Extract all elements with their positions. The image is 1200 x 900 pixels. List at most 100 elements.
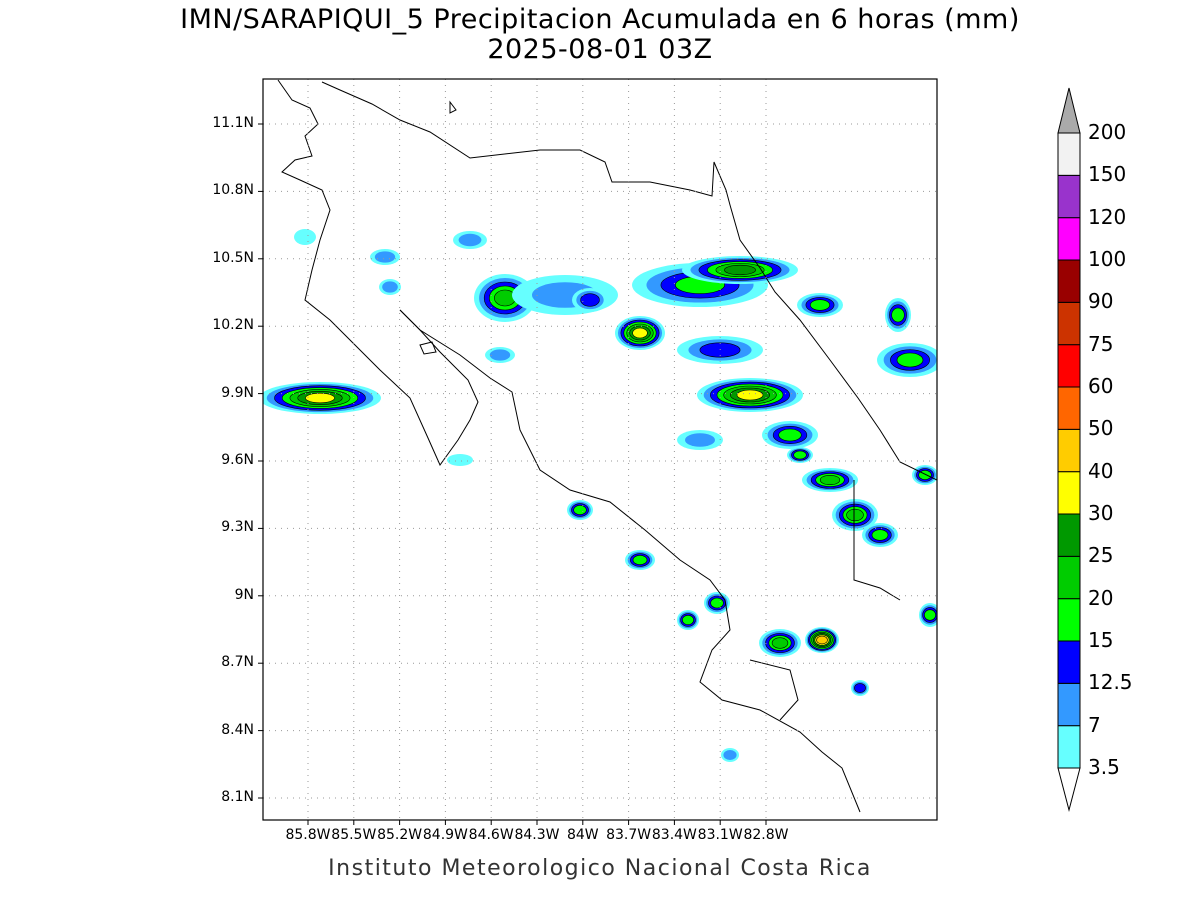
lon-tick-label: 84.9W bbox=[422, 827, 468, 843]
rain-contour-level-2 bbox=[854, 683, 866, 693]
lat-tick-label: 9.3N bbox=[221, 519, 254, 536]
colorbar-swatch bbox=[1057, 217, 1081, 261]
rain-contour-level-3 bbox=[924, 609, 936, 621]
colorbar-label: 150 bbox=[1088, 162, 1127, 187]
lat-tick-label: 10.2N bbox=[212, 317, 254, 334]
rain-contour-level-3 bbox=[810, 299, 830, 311]
colorbar-label: 200 bbox=[1088, 120, 1127, 144]
lon-tick-label: 84.3W bbox=[514, 827, 560, 843]
colorbar-under-triangle bbox=[1057, 767, 1081, 812]
colorbar-label: 3.5 bbox=[1088, 755, 1120, 779]
colorbar-swatch bbox=[1057, 344, 1081, 388]
lon-tick-label: 85.8W bbox=[285, 827, 331, 843]
rain-contour-level-1 bbox=[374, 251, 396, 263]
rain-contour-level-1 bbox=[382, 281, 398, 293]
rain-contour-level-6 bbox=[632, 327, 648, 339]
lat-tick-label: 9N bbox=[234, 586, 254, 603]
colorbar-over-triangle bbox=[1057, 87, 1081, 134]
colorbar-label: 60 bbox=[1088, 374, 1114, 398]
colorbar-label: 90 bbox=[1088, 289, 1114, 314]
lon-tick-label: 83.4W bbox=[651, 827, 697, 843]
rain-contour-level-3 bbox=[793, 450, 807, 460]
rain-contour-level-3 bbox=[871, 529, 889, 541]
coastline-0 bbox=[277, 79, 479, 466]
colorbar-label: 50 bbox=[1088, 416, 1114, 441]
colorbar-swatch bbox=[1057, 640, 1081, 684]
lon-tick-label: 84W bbox=[566, 827, 599, 843]
colorbar-swatch bbox=[1057, 132, 1081, 176]
colorbar-swatch bbox=[1057, 682, 1081, 727]
rain-contour-level-3 bbox=[891, 307, 905, 323]
rain-contour-level-1 bbox=[723, 750, 737, 760]
lat-tick-label: 10.8N bbox=[212, 182, 254, 199]
rain-contour-level-4 bbox=[771, 637, 789, 649]
rain-contour-level-3 bbox=[632, 555, 648, 565]
colorbar-label: 120 bbox=[1088, 204, 1127, 229]
rain-contour-level-7 bbox=[816, 635, 828, 645]
coastline-1 bbox=[399, 309, 861, 813]
rain-contour-level-3 bbox=[896, 352, 924, 368]
rain-contour-level-3 bbox=[778, 428, 802, 442]
rain-contour-level-1 bbox=[489, 349, 511, 361]
colorbar-label: 7 bbox=[1088, 712, 1101, 737]
colorbar-swatch bbox=[1057, 301, 1081, 346]
lat-tick-label: 9.9N bbox=[221, 384, 254, 401]
map-subtitle: 2025-08-01 03Z bbox=[487, 34, 713, 65]
colorbar-swatch bbox=[1057, 259, 1081, 303]
coastline-2 bbox=[321, 81, 937, 481]
colorbar-label: 15 bbox=[1088, 628, 1114, 652]
lon-tick-label: 83.1W bbox=[697, 827, 743, 843]
lon-tick-label: 85.5W bbox=[331, 827, 377, 843]
rain-contour-level-2 bbox=[699, 342, 741, 358]
map-title: IMN/SARAPIQUI_5 Precipitacion Acumulada … bbox=[180, 4, 1020, 35]
rain-contour-level-0 bbox=[447, 454, 473, 466]
colorbar-swatch bbox=[1057, 725, 1081, 769]
colorbar-label: 40 bbox=[1088, 458, 1114, 483]
rain-contour-level-1 bbox=[685, 433, 715, 447]
lat-tick-label: 8.1N bbox=[221, 789, 254, 805]
colorbar-label: 75 bbox=[1088, 331, 1114, 356]
colorbar-label: 20 bbox=[1088, 585, 1114, 610]
lon-tick-label: 82.8W bbox=[743, 827, 789, 843]
lat-tick-label: 8.7N bbox=[221, 654, 254, 671]
colorbar-label: 30 bbox=[1088, 501, 1114, 525]
colorbar-label: 12.5 bbox=[1088, 670, 1133, 695]
lat-tick-label: 8.4N bbox=[221, 721, 254, 738]
colorbar-swatch bbox=[1057, 428, 1081, 473]
rain-contour-level-4 bbox=[846, 508, 864, 522]
colorbar-swatch bbox=[1057, 386, 1081, 430]
rain-contour-level-5 bbox=[724, 264, 756, 276]
coastline-6 bbox=[749, 659, 799, 721]
coastline-3 bbox=[853, 480, 901, 601]
rain-contour-level-0 bbox=[294, 229, 316, 245]
coastline-4 bbox=[419, 341, 437, 355]
rain-contour-level-3 bbox=[710, 597, 724, 609]
map-frame bbox=[262, 78, 938, 821]
colorbar-label: 25 bbox=[1088, 543, 1114, 568]
rain-contour-level-4 bbox=[494, 289, 516, 307]
rain-contour-level-6 bbox=[305, 392, 335, 404]
rain-contour-level-6 bbox=[736, 389, 764, 401]
lon-tick-label: 83.7W bbox=[606, 827, 652, 843]
rain-contour-level-3 bbox=[682, 615, 694, 625]
colorbar-swatch bbox=[1057, 471, 1081, 515]
lon-tick-label: 85.2W bbox=[377, 827, 423, 843]
rain-contour-level-3 bbox=[573, 505, 587, 515]
colorbar-swatch bbox=[1057, 598, 1081, 642]
colorbar-swatch bbox=[1057, 513, 1081, 557]
colorbar-label: 100 bbox=[1088, 247, 1127, 271]
lat-tick-label: 11.1N bbox=[212, 115, 254, 131]
lon-tick-label: 84.6W bbox=[468, 827, 514, 843]
lat-tick-label: 9.6N bbox=[221, 452, 254, 468]
rain-contour-level-1 bbox=[458, 233, 482, 247]
rain-contour-level-4 bbox=[819, 474, 841, 486]
colorbar-swatch bbox=[1057, 555, 1081, 600]
credit-text: Instituto Meteorologico Nacional Costa R… bbox=[328, 856, 872, 881]
coastline-5 bbox=[449, 100, 457, 114]
colorbar-swatch bbox=[1057, 174, 1081, 219]
rain-contour-level-2 bbox=[580, 293, 600, 307]
map-layer bbox=[263, 79, 937, 813]
lat-tick-label: 10.5N bbox=[212, 249, 254, 266]
